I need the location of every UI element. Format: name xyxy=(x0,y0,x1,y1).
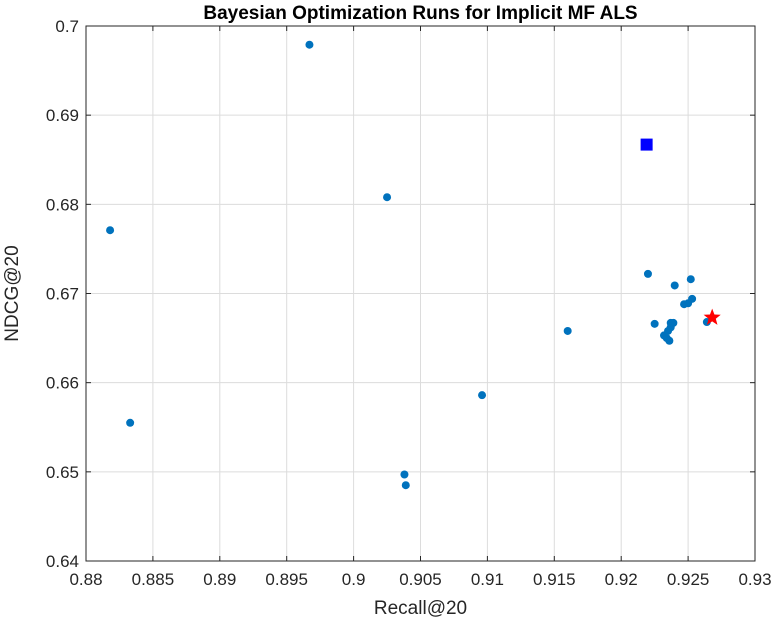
run-point xyxy=(383,193,392,202)
run-point xyxy=(643,269,652,278)
chart-title: Bayesian Optimization Runs for Implicit … xyxy=(203,3,637,24)
x-tick-label: 0.91 xyxy=(471,570,504,589)
run-point xyxy=(400,470,409,479)
y-tick-label: 0.67 xyxy=(46,285,79,304)
x-tick-label: 0.895 xyxy=(265,570,308,589)
x-tick-label: 0.93 xyxy=(738,570,771,589)
best-observed-point xyxy=(640,138,653,151)
x-tick-label: 0.915 xyxy=(533,570,576,589)
run-point xyxy=(665,336,674,345)
x-tick-label: 0.885 xyxy=(132,570,175,589)
x-tick-label: 0.925 xyxy=(667,570,710,589)
y-tick-label: 0.68 xyxy=(46,195,79,214)
run-point xyxy=(670,281,679,290)
run-point xyxy=(563,326,572,335)
y-tick-label: 0.69 xyxy=(46,106,79,125)
run-point xyxy=(305,40,314,49)
run-point xyxy=(650,319,659,328)
x-axis-label: Recall@20 xyxy=(374,598,467,619)
x-tick-label: 0.88 xyxy=(69,570,102,589)
run-point xyxy=(688,294,697,303)
y-tick-label: 0.7 xyxy=(55,17,79,36)
y-tick-label: 0.64 xyxy=(46,552,79,571)
run-point xyxy=(126,418,135,427)
run-point xyxy=(686,275,695,284)
run-point xyxy=(401,481,410,490)
run-point xyxy=(106,226,115,235)
data-points xyxy=(106,40,721,490)
x-tick-label: 0.905 xyxy=(399,570,442,589)
y-axis-label: NDCG@20 xyxy=(2,245,23,341)
axis-ticks: 0.88 0.885 0.89 0.895 0.9 0.905 0.91 0.915 0.92 0… xyxy=(46,17,772,589)
run-point xyxy=(478,391,487,400)
run-point xyxy=(669,318,678,327)
grid xyxy=(85,25,756,562)
y-tick-label: 0.65 xyxy=(46,463,79,482)
y-tick-label: 0.66 xyxy=(46,374,79,393)
x-tick-label: 0.89 xyxy=(203,570,236,589)
x-tick-label: 0.92 xyxy=(605,570,638,589)
x-tick-label: 0.9 xyxy=(342,570,366,589)
best-estimated-point xyxy=(703,308,721,325)
